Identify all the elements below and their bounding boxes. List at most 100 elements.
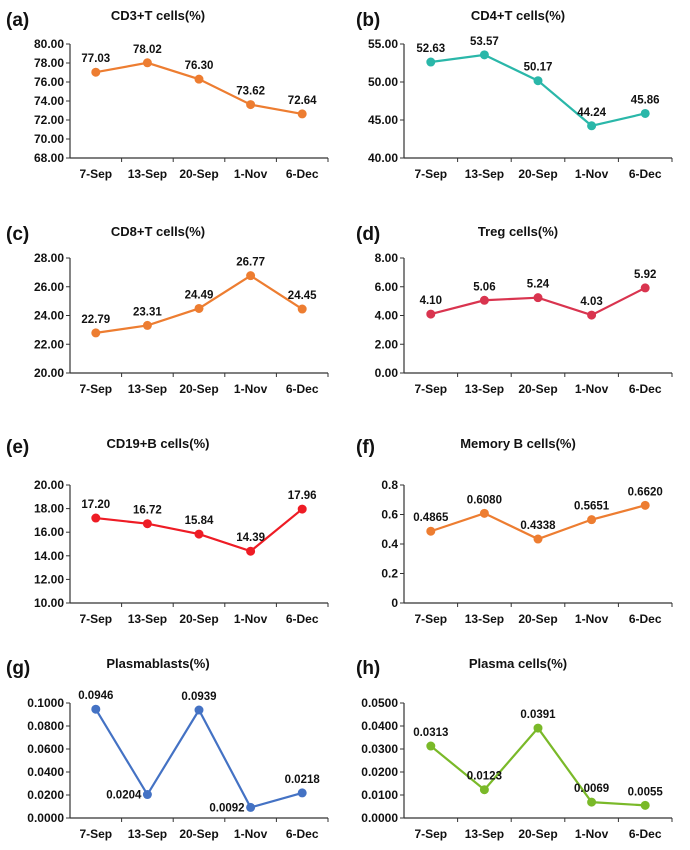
data-label: 0.0391: [520, 709, 556, 721]
data-label: 77.03: [81, 53, 110, 65]
panel-letter: (f): [356, 437, 375, 458]
y-tick-label: 78.00: [34, 56, 64, 70]
chart-title: CD19+B cells(%): [107, 436, 210, 451]
data-point: [640, 283, 650, 293]
data-point: [533, 534, 543, 544]
y-tick-label: 0.0600: [27, 742, 64, 756]
x-tick-label: 13-Sep: [128, 827, 167, 841]
data-point: [640, 108, 650, 118]
y-tick-label: 20.00: [34, 366, 64, 380]
x-tick-label: 20-Sep: [179, 827, 218, 841]
panel-d: (d) Treg cells(%) 0.00 2.00 4.00 6.00 8.00 7-Se…: [356, 224, 673, 396]
data-label: 0.0055: [628, 786, 664, 798]
data-point: [587, 797, 597, 807]
x-tick-label: 1-Nov: [234, 827, 268, 841]
x-tick-label: 20-Sep: [518, 167, 557, 181]
data-label: 53.57: [470, 36, 499, 48]
x-tick-label: 13-Sep: [128, 612, 167, 626]
panel-c: (c) CD8+T cells(%) 20.00 22.00 24.00 26.00 28.…: [6, 224, 329, 396]
data-label: 0.0218: [285, 774, 321, 786]
data-label: 24.49: [185, 289, 214, 301]
data-label: 76.30: [185, 60, 214, 72]
data-label: 0.6620: [628, 486, 663, 498]
y-tick-label: 0.00: [375, 366, 399, 380]
x-tick-label: 20-Sep: [179, 167, 218, 181]
x-tick-label: 1-Nov: [575, 382, 609, 396]
data-label: 5.24: [527, 279, 550, 291]
y-tick-label: 0.0000: [27, 811, 64, 825]
y-tick-label: 0.0400: [27, 765, 64, 779]
x-tick-label: 1-Nov: [234, 382, 268, 396]
y-tick-label: 45.00: [368, 113, 398, 127]
y-tick-label: 8.00: [375, 251, 399, 265]
data-point: [533, 723, 543, 733]
y-tick-label: 18.00: [34, 502, 64, 516]
data-point: [91, 67, 101, 77]
data-point: [587, 121, 597, 131]
data-point: [479, 785, 489, 795]
data-label: 22.79: [81, 314, 110, 326]
y-tick-label: 0.4: [381, 537, 398, 551]
data-label: 0.4865: [413, 512, 449, 524]
data-point: [587, 310, 597, 320]
data-point: [194, 74, 204, 84]
data-label: 0.6080: [467, 494, 502, 506]
x-tick-label: 13-Sep: [465, 167, 504, 181]
data-label: 4.03: [580, 296, 602, 308]
panel-letter: (a): [6, 10, 29, 31]
y-tick-label: 0.6: [381, 508, 398, 522]
y-tick-label: 0.0200: [361, 765, 398, 779]
data-label: 17.20: [81, 499, 110, 511]
x-tick-label: 13-Sep: [465, 827, 504, 841]
data-point: [246, 802, 256, 812]
x-tick-label: 6-Dec: [286, 167, 319, 181]
x-tick-label: 20-Sep: [179, 382, 218, 396]
data-point: [640, 500, 650, 510]
data-label: 23.31: [133, 306, 162, 318]
y-tick-label: 28.00: [34, 251, 64, 265]
x-tick-label: 6-Dec: [629, 167, 662, 181]
panel-h: (h) Plasma cells(%) 0.0000 0.0100 0.0200 0.03…: [356, 656, 673, 841]
data-label: 0.0939: [181, 691, 216, 703]
x-tick-label: 20-Sep: [518, 827, 557, 841]
y-tick-label: 10.00: [34, 596, 64, 610]
x-tick-label: 7-Sep: [79, 827, 112, 841]
data-label: 0.0313: [413, 727, 448, 739]
x-tick-label: 7-Sep: [79, 612, 112, 626]
x-tick-label: 6-Dec: [629, 827, 662, 841]
data-label: 0.0123: [467, 771, 502, 783]
y-tick-label: 0.2: [381, 567, 398, 581]
panel-letter: (h): [356, 658, 380, 679]
data-point: [194, 705, 204, 715]
y-tick-label: 26.00: [34, 280, 64, 294]
data-label: 16.72: [133, 505, 162, 517]
y-tick-label: 50.00: [368, 75, 398, 89]
data-label: 73.62: [236, 86, 265, 98]
x-tick-label: 1-Nov: [575, 167, 609, 181]
data-point: [194, 303, 204, 313]
y-tick-label: 2.00: [375, 337, 399, 351]
y-tick-label: 6.00: [375, 280, 399, 294]
y-tick-label: 12.00: [34, 572, 64, 586]
data-label: 44.24: [577, 107, 606, 119]
data-point: [91, 704, 101, 714]
data-point: [640, 800, 650, 810]
y-tick-label: 76.00: [34, 75, 64, 89]
data-point: [587, 515, 597, 525]
panel-letter: (d): [356, 224, 380, 245]
data-point: [246, 546, 256, 556]
y-tick-label: 0.0000: [361, 811, 398, 825]
data-point: [297, 504, 307, 514]
data-label: 15.84: [185, 515, 214, 527]
data-point: [479, 295, 489, 305]
panel-a: (a) CD3+T cells(%) 68.00 70.00 72.00 74.00 76.…: [6, 8, 329, 181]
x-tick-label: 1-Nov: [234, 612, 268, 626]
x-tick-label: 6-Dec: [629, 382, 662, 396]
series-line: [430, 726, 646, 807]
x-tick-label: 13-Sep: [128, 382, 167, 396]
chart-title: CD4+T cells(%): [471, 8, 565, 23]
y-tick-label: 14.00: [34, 549, 64, 563]
data-point: [91, 513, 101, 523]
data-point: [533, 76, 543, 86]
data-point: [426, 57, 436, 67]
